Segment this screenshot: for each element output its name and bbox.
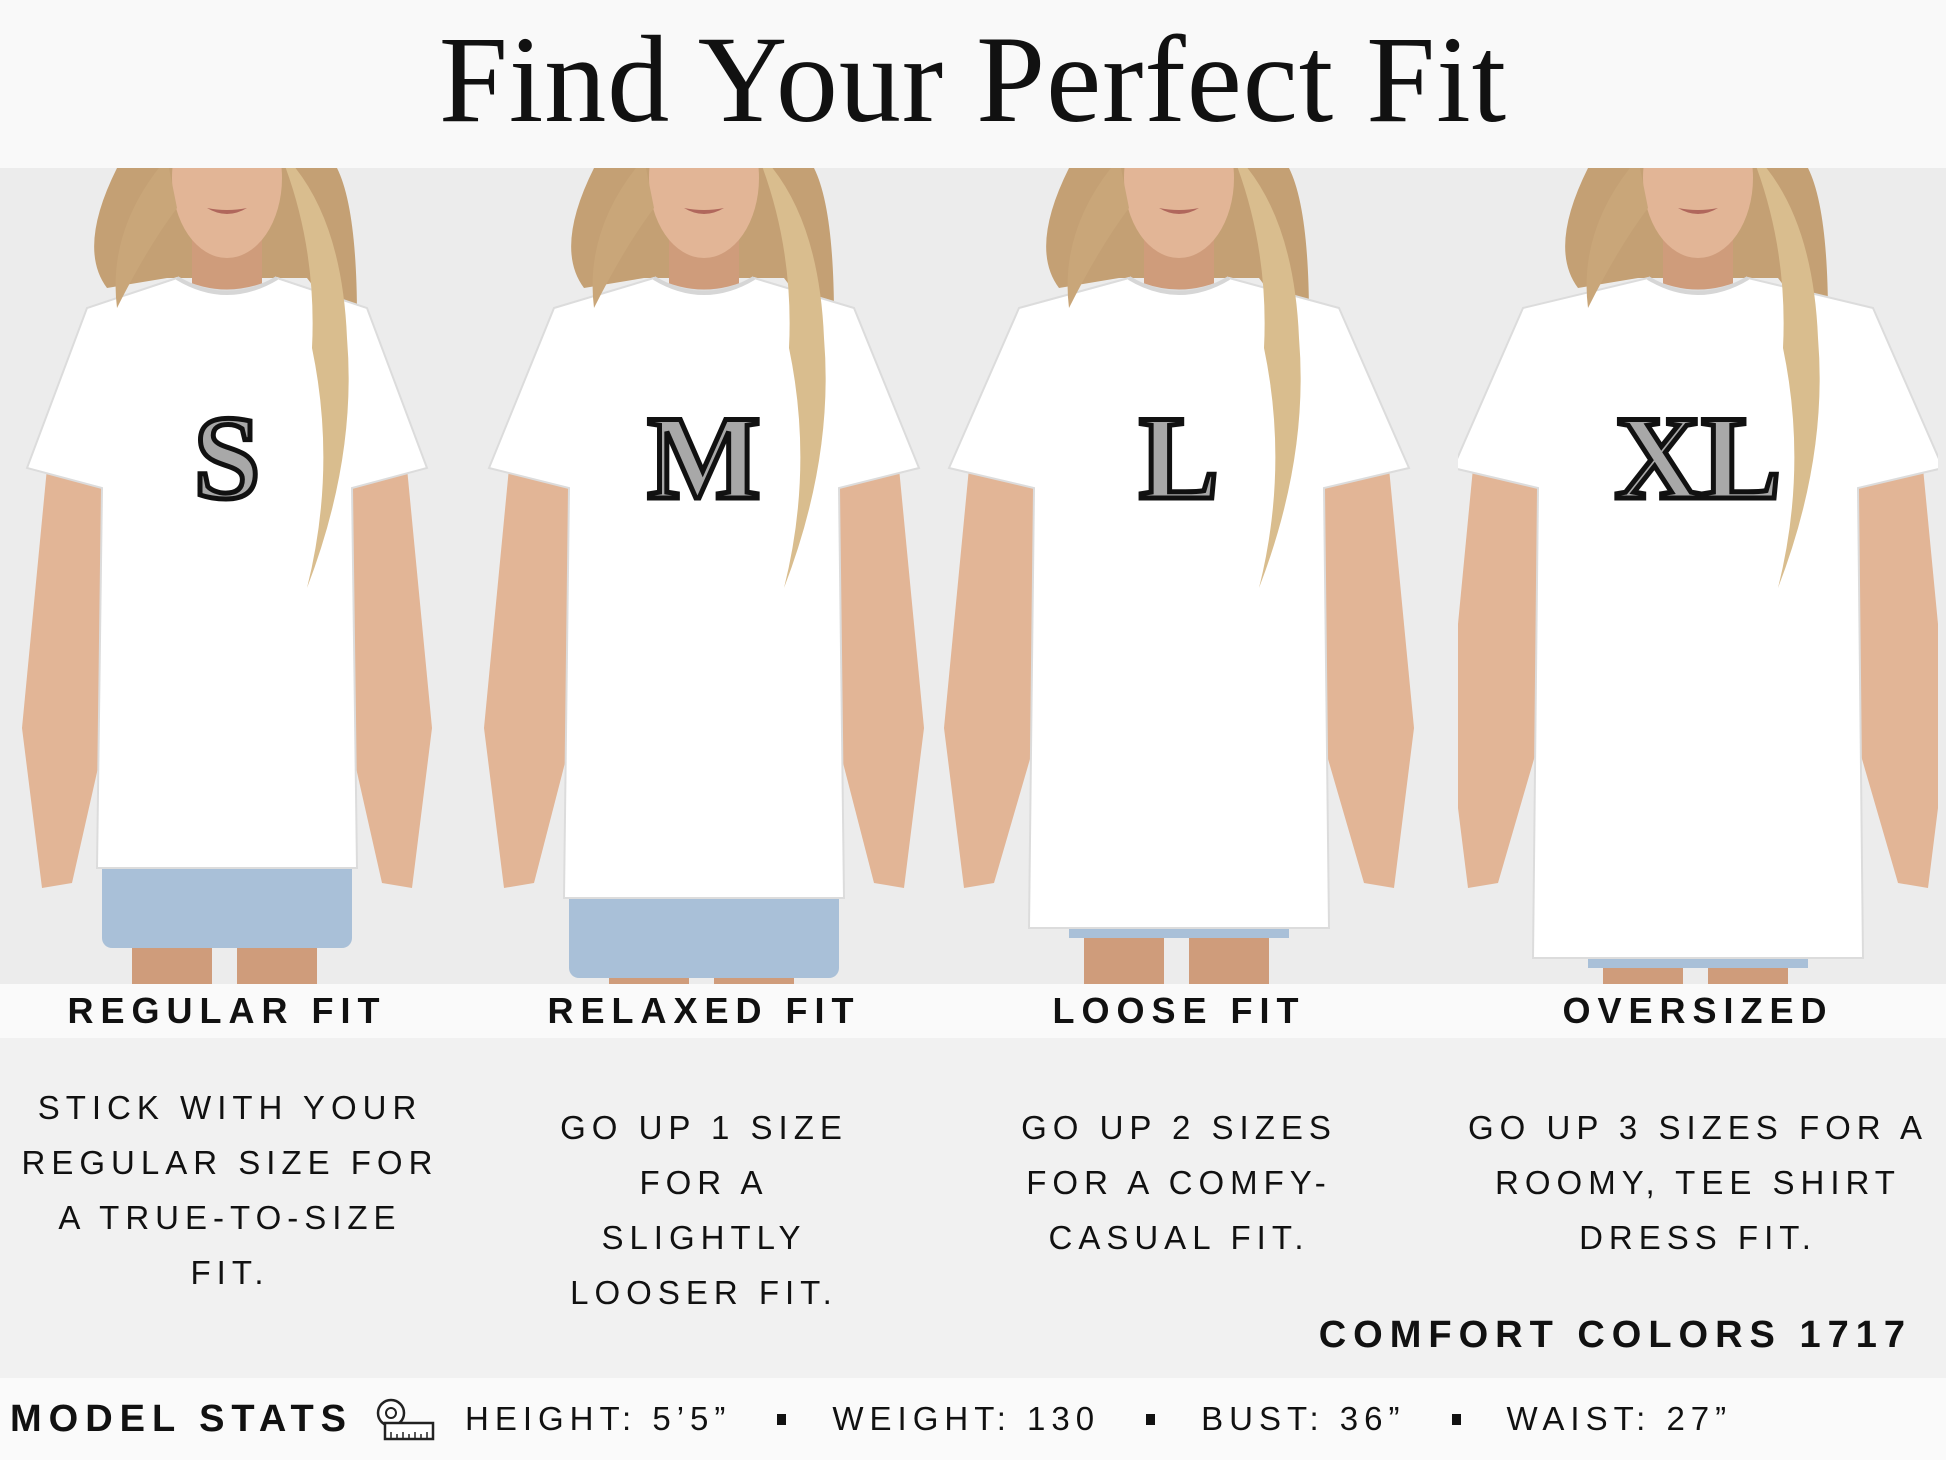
fit-label-relaxed: RELAXED FIT [547, 990, 861, 1031]
model-photo-l: L [944, 168, 1414, 984]
arm [342, 468, 432, 888]
size-letter-l: L [1139, 391, 1219, 524]
model-photo-s: S [22, 168, 432, 984]
collar [175, 276, 279, 295]
model-bust: BUST: 36” [1201, 1400, 1406, 1437]
separator [1451, 1413, 1461, 1425]
arm [22, 468, 112, 888]
lips [1159, 208, 1199, 214]
hair [1756, 168, 1820, 588]
model-waist: WAIST: 27” [1506, 1400, 1733, 1437]
fit-description-relaxed: GO UP 1 SIZE FOR A SLIGHTLY LOOSER FIT. [560, 1109, 848, 1311]
fit-description-loose: GO UP 2 SIZES FOR A COMFY-CASUAL FIT. [1021, 1109, 1337, 1256]
hair [285, 168, 349, 588]
hair [1067, 168, 1129, 308]
collar [652, 276, 756, 295]
lips [1678, 208, 1718, 214]
collar [1646, 276, 1750, 295]
model-stats-title: MODEL STATS [10, 1397, 353, 1440]
fit-label-regular: REGULAR FIT [67, 990, 387, 1031]
size-letter-m: M [647, 391, 760, 524]
fit-description-regular: STICK WITH YOUR REGULAR SIZE FOR A TRUE-… [21, 1089, 439, 1291]
size-letter-s: S [194, 391, 261, 524]
hair [592, 168, 654, 308]
model-weight: WEIGHT: 130 [832, 1400, 1101, 1437]
denim-shorts [102, 858, 352, 948]
hair [762, 168, 826, 588]
fit-descriptions: STICK WITH YOUR REGULAR SIZE FOR A TRUE-… [0, 1038, 1946, 1378]
brand-label: COMFORT COLORS 1717 [1318, 1314, 1912, 1356]
separator [777, 1413, 787, 1425]
collar [1127, 276, 1231, 295]
arm [1848, 468, 1938, 888]
arm [1458, 468, 1548, 888]
title-band: Find Your Perfect Fit [0, 0, 1946, 168]
denim-shorts [569, 888, 839, 978]
model-photos: S M L XL [0, 168, 1946, 984]
size-letter-xl: XL [1615, 391, 1782, 524]
lips [207, 208, 247, 214]
page-title: Find Your Perfect Fit [438, 11, 1508, 148]
hair [115, 168, 177, 308]
lips [684, 208, 724, 214]
separator [1146, 1413, 1156, 1425]
model-height: HEIGHT: 5’5” [465, 1400, 732, 1437]
fit-label-oversized: OVERSIZED [1562, 990, 1834, 1031]
arm [944, 468, 1044, 888]
arm [829, 468, 924, 888]
fit-description-oversized: GO UP 3 SIZES FOR A ROOMY, TEE SHIRT DRE… [1468, 1109, 1928, 1256]
fit-labels: REGULAR FIT RELAXED FIT LOOSE FIT OVERSI… [0, 984, 1946, 1038]
arm [1314, 468, 1414, 888]
arm [484, 468, 579, 888]
hair [1237, 168, 1301, 588]
hair [1586, 168, 1648, 308]
measuring-tape-icon [376, 1398, 435, 1441]
model-stats-bar: MODEL STATS HEIGHT: 5’5” WEIGHT: 130 BUS… [0, 1378, 1946, 1460]
fit-label-loose: LOOSE FIT [1052, 990, 1306, 1031]
model-photo-xl: XL [1458, 168, 1938, 984]
model-photo-m: M [484, 168, 924, 984]
